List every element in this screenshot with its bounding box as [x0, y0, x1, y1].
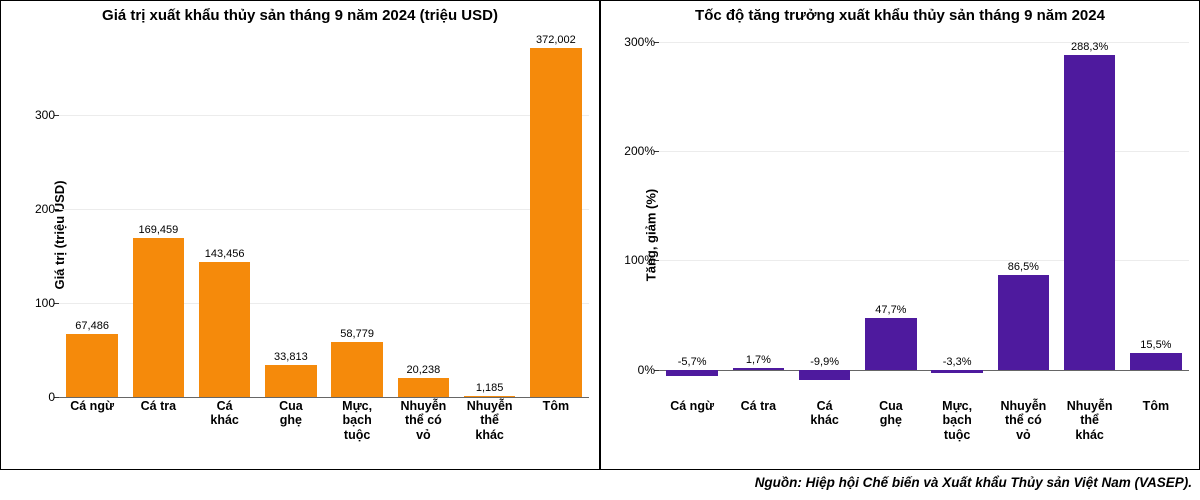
- x-tick-label: Mực,bạchtuộc: [942, 399, 972, 442]
- bar: [998, 275, 1050, 370]
- bar-value-label: 1,7%: [746, 354, 771, 366]
- x-tick-label: Cuaghẹ: [879, 399, 903, 428]
- bar: [931, 370, 983, 374]
- chart-title-left: Giá trị xuất khẩu thủy sản tháng 9 năm 2…: [1, 1, 599, 26]
- plot-area-right: 0%100%200%300%-5,7%1,7%-9,9%47,7%-3,3%86…: [659, 31, 1189, 397]
- bar-value-label: -9,9%: [810, 356, 839, 368]
- bar: [66, 334, 118, 397]
- bar: [199, 262, 251, 397]
- plot-area-left: 010020030067,486169,459143,45633,81358,7…: [59, 31, 589, 397]
- bar-value-label: 47,7%: [875, 304, 906, 316]
- chart-container: Giá trị xuất khẩu thủy sản tháng 9 năm 2…: [0, 0, 1200, 470]
- x-tick-label: Cá tra: [741, 399, 776, 413]
- x-labels-right: Cá ngừ Cá tra Cákhác Cuaghẹ Mực,bạchtuộc Nhuy…: [659, 399, 1189, 447]
- bar: [331, 342, 383, 397]
- x-tick-label: Nhuyễnthể cóvỏ: [400, 399, 446, 442]
- bar-value-label: 58,779: [340, 328, 374, 340]
- bar-value-label: -3,3%: [943, 356, 972, 368]
- baseline: [59, 397, 589, 398]
- x-tick-label: Cá ngừ: [670, 399, 714, 413]
- gridline: [659, 42, 1189, 43]
- x-tick-label: Cuaghẹ: [279, 399, 303, 428]
- x-tick-label: Cá tra: [141, 399, 176, 413]
- x-tick-label: Cákhác: [810, 399, 839, 428]
- bar-value-label: 143,456: [205, 248, 245, 260]
- bar: [733, 368, 785, 370]
- bar: [265, 365, 317, 397]
- bar: [464, 396, 516, 397]
- y-tick-label: 0%: [621, 363, 655, 377]
- bar: [133, 238, 185, 397]
- bar-value-label: 169,459: [138, 224, 178, 236]
- x-tick-label: Tôm: [543, 399, 569, 413]
- x-tick-label: Cákhác: [210, 399, 239, 428]
- bar: [799, 370, 851, 381]
- gridline: [59, 115, 589, 116]
- x-tick-label: Tôm: [1143, 399, 1169, 413]
- y-tick-label: 0: [21, 390, 55, 404]
- x-tick-label: Nhuyễnthểkhác: [467, 399, 513, 442]
- y-tick-label: 300%: [621, 35, 655, 49]
- bar-value-label: 1,185: [476, 382, 504, 394]
- bar: [530, 48, 582, 397]
- bar: [666, 370, 718, 376]
- x-tick-label: Nhuyễnthểkhác: [1067, 399, 1113, 442]
- source-text: Nguồn: Hiệp hội Chế biến và Xuất khẩu Th…: [0, 470, 1200, 490]
- x-tick-label: Mực,bạchtuộc: [342, 399, 372, 442]
- left-panel: Giá trị xuất khẩu thủy sản tháng 9 năm 2…: [0, 0, 600, 470]
- y-tick-label: 200%: [621, 144, 655, 158]
- bar-value-label: -5,7%: [678, 356, 707, 368]
- bar-value-label: 372,002: [536, 34, 576, 46]
- y-tick-label: 200: [21, 202, 55, 216]
- x-labels-left: Cá ngừ Cá tra Cákhác Cuaghẹ Mực,bạchtuộc Nhuy…: [59, 399, 589, 447]
- bar-value-label: 15,5%: [1140, 339, 1171, 351]
- bar: [398, 378, 450, 397]
- y-tick-label: 100%: [621, 253, 655, 267]
- bar-value-label: 86,5%: [1008, 261, 1039, 273]
- x-tick-label: Cá ngừ: [70, 399, 114, 413]
- baseline: [659, 370, 1189, 371]
- bar: [1130, 353, 1182, 370]
- y-tick-label: 300: [21, 108, 55, 122]
- right-panel: Tốc độ tăng trưởng xuất khẩu thủy sản th…: [600, 0, 1200, 470]
- bar-value-label: 288,3%: [1071, 41, 1108, 53]
- gridline: [59, 209, 589, 210]
- bar: [865, 318, 917, 370]
- bar-value-label: 67,486: [75, 320, 109, 332]
- y-tick-label: 100: [21, 296, 55, 310]
- chart-title-right: Tốc độ tăng trưởng xuất khẩu thủy sản th…: [601, 1, 1199, 26]
- bar: [1064, 55, 1116, 370]
- bar-value-label: 20,238: [407, 364, 441, 376]
- bar-value-label: 33,813: [274, 351, 308, 363]
- x-tick-label: Nhuyễnthể cóvỏ: [1000, 399, 1046, 442]
